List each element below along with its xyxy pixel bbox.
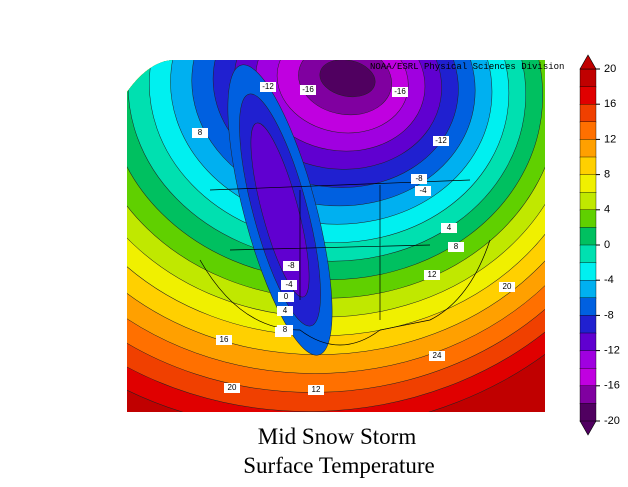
contour-label: 4 xyxy=(283,306,288,315)
contour-label: 12 xyxy=(312,385,321,394)
colorbar-segment xyxy=(579,332,597,352)
contour-label: 8 xyxy=(454,242,459,251)
colorbar-segment xyxy=(579,385,597,405)
contour-label: 20 xyxy=(503,282,512,291)
colorbar-segment xyxy=(579,139,597,158)
contour-label-box xyxy=(308,385,324,395)
contour-label-box xyxy=(411,174,427,184)
contour-label-box xyxy=(260,82,276,92)
contour-label: -4 xyxy=(285,280,293,289)
colorbar-tick-label: -8 xyxy=(604,309,614,321)
colorbar-segment xyxy=(579,209,597,229)
colorbar-tick-label: -16 xyxy=(604,380,620,392)
title: Mid Snow Storm xyxy=(258,424,417,449)
contour-label: 12 xyxy=(428,270,437,279)
colorbar-segment xyxy=(579,280,597,299)
contour-label-box xyxy=(277,306,293,316)
contour-label: 24 xyxy=(433,351,442,360)
contour-label: 8 xyxy=(283,325,288,334)
colorbar-tick-label: 16 xyxy=(604,98,616,110)
contour-label-box xyxy=(429,351,445,361)
contour-label-box xyxy=(441,223,457,233)
colorbar-tick-label: 0 xyxy=(604,239,610,251)
colorbar-segment xyxy=(579,315,597,334)
colorbar-tick-label: 8 xyxy=(604,169,610,181)
colorbar-segment xyxy=(579,191,597,211)
contour-label: 20 xyxy=(228,383,237,392)
cold-tongue xyxy=(250,122,310,298)
credit: NOAA/ESRL Physical Sciences Division xyxy=(370,62,564,72)
colorbar-segment xyxy=(579,86,597,105)
contour-label-box xyxy=(277,325,293,335)
contour-label-box xyxy=(433,136,449,146)
contour-label: -8 xyxy=(415,174,423,183)
contour-label: 0 xyxy=(284,292,289,301)
colorbar-segment xyxy=(579,297,597,317)
colorbar-segment xyxy=(579,103,597,123)
contour-label-box xyxy=(224,383,240,393)
subtitle: Surface Temperature xyxy=(243,453,434,478)
contour-label-box xyxy=(415,186,431,196)
contour-label: -4 xyxy=(419,186,427,195)
colorbar-tick-label: 4 xyxy=(604,204,610,216)
colorbar-segment xyxy=(579,68,597,88)
temperature-band xyxy=(319,60,376,98)
contour-label-box xyxy=(283,261,299,271)
contour-label-box xyxy=(216,335,232,345)
contour-label: -16 xyxy=(394,87,406,96)
colorbar-segment xyxy=(579,244,597,264)
colorbar-tick-label: -4 xyxy=(604,274,614,286)
contour-label: -12 xyxy=(262,82,274,91)
colorbar-tick-label: 12 xyxy=(604,133,616,145)
contour-label-box xyxy=(192,128,208,138)
contour-label-box xyxy=(281,280,297,290)
contour-label: -16 xyxy=(302,85,314,94)
colorbar-tick-label: -12 xyxy=(604,345,620,357)
contour-label-box xyxy=(392,87,408,97)
colorbar-segment xyxy=(579,156,597,176)
colorbar-segment xyxy=(579,368,597,387)
colorbar-arrow-bottom xyxy=(579,420,597,436)
colorbar-segment xyxy=(579,174,597,193)
contour-label: 16 xyxy=(220,335,229,344)
colorbar-segment xyxy=(579,227,597,246)
contour-label: -8 xyxy=(287,261,295,270)
colorbar-segment xyxy=(579,350,597,369)
colorbar-segment xyxy=(579,262,597,281)
contour-label-box xyxy=(278,292,294,302)
colorbar-arrow-top xyxy=(579,54,597,70)
contour-label-box xyxy=(499,282,515,292)
contour-label: 8 xyxy=(198,128,203,137)
colorbar-tick-label: -20 xyxy=(604,415,620,427)
colorbar-segment xyxy=(579,121,597,141)
colorbar-segment xyxy=(579,403,597,422)
contour-label: -12 xyxy=(435,136,447,145)
borders xyxy=(199,179,491,346)
contour-label-box xyxy=(448,242,464,252)
contour-label-box xyxy=(300,85,316,95)
contour-label: 4 xyxy=(447,223,452,232)
contour-label-box xyxy=(424,270,440,280)
colorbar-tick-label: 20 xyxy=(604,63,616,75)
